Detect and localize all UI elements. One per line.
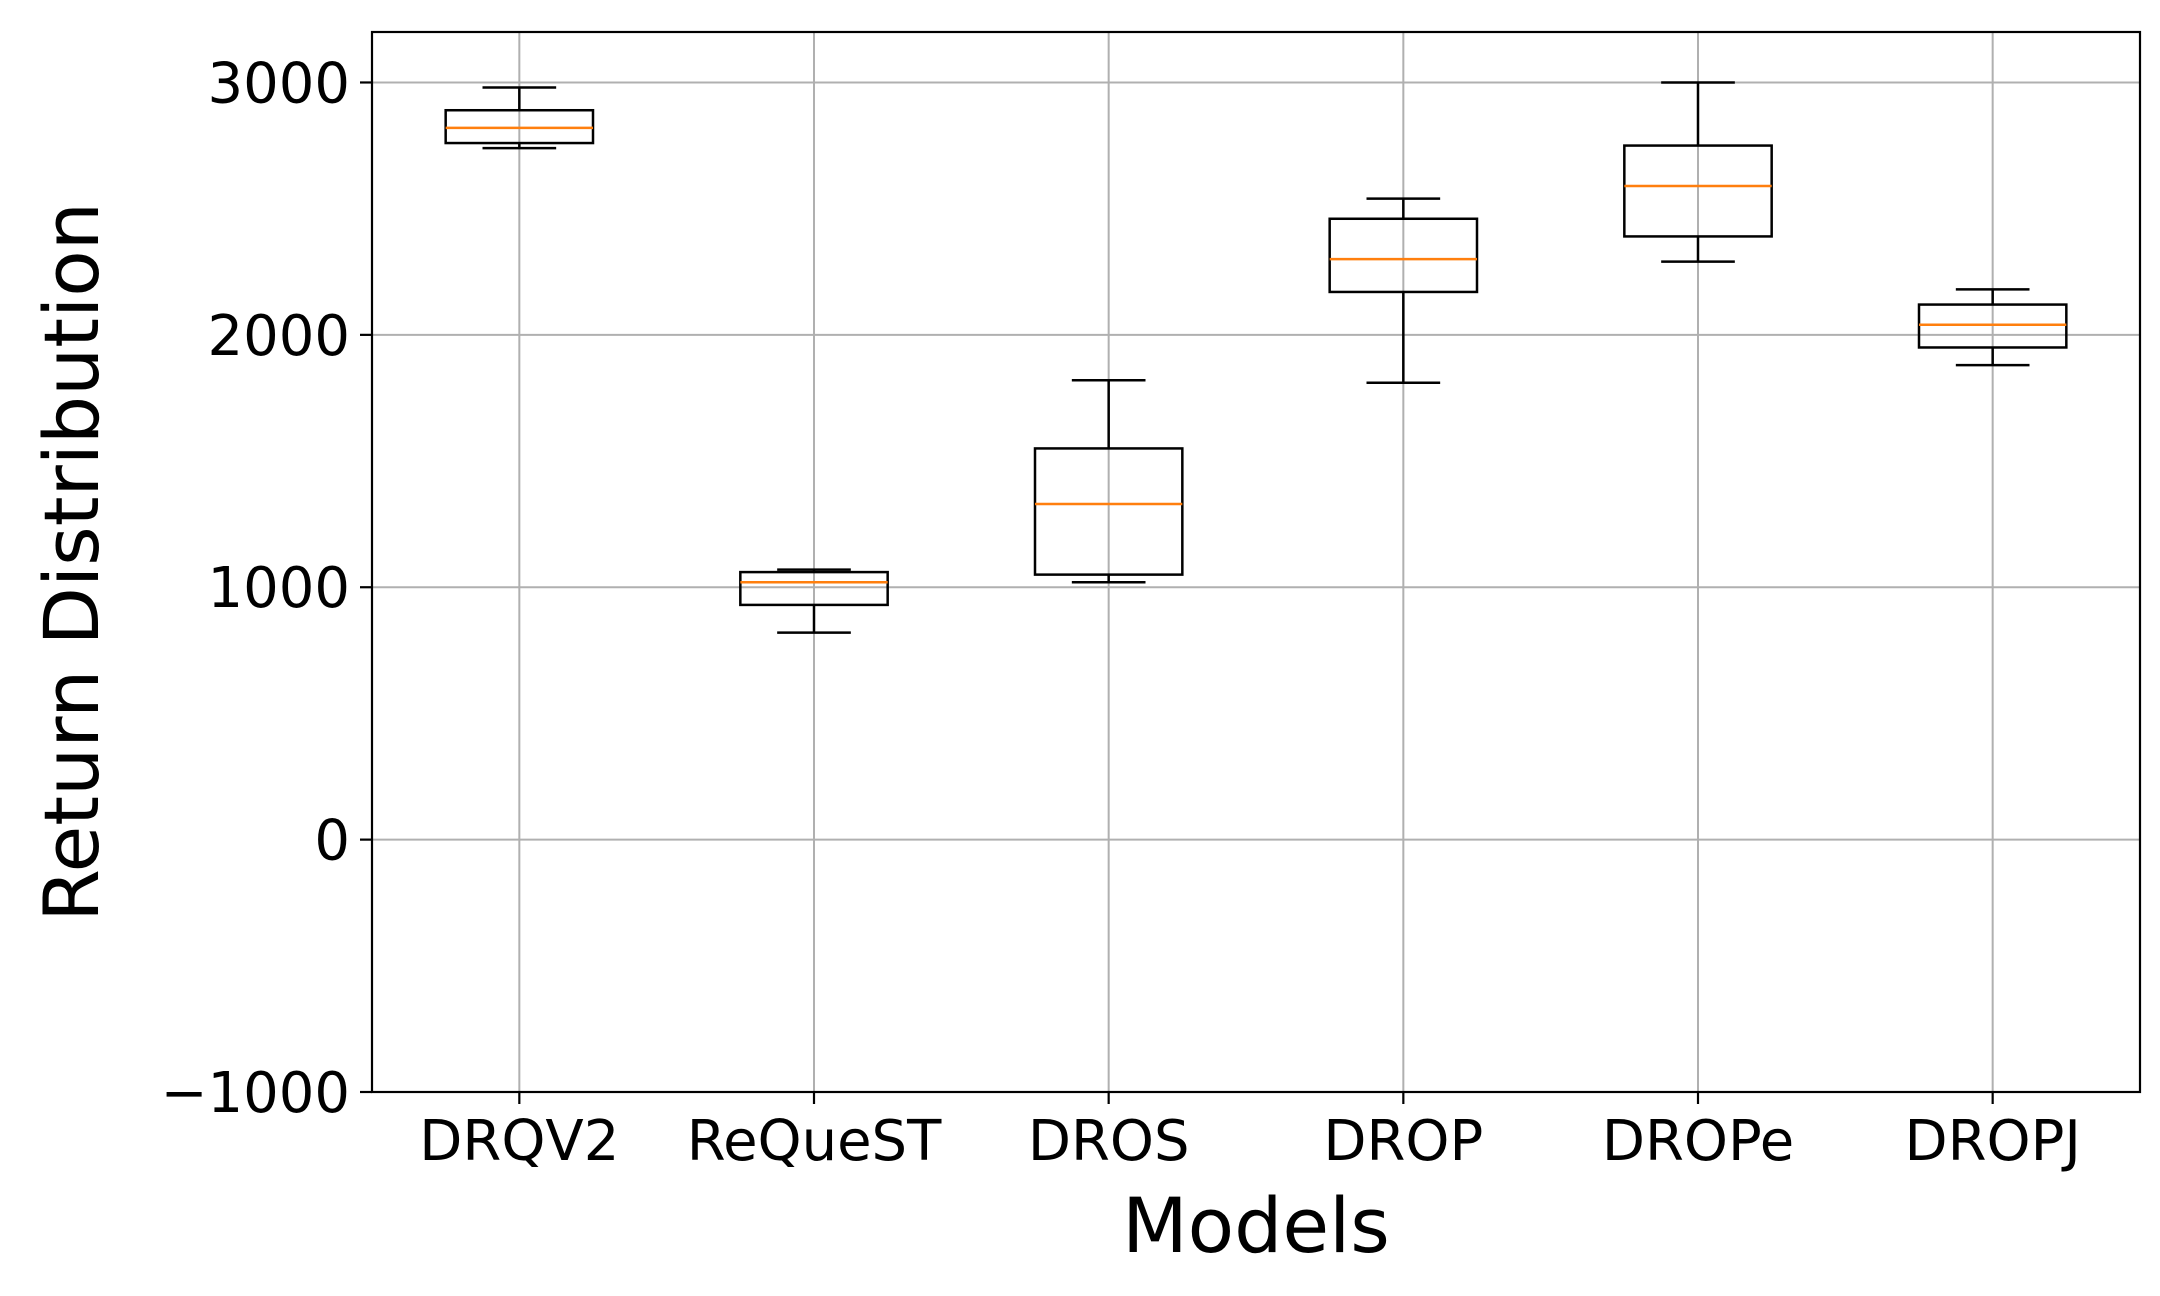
- x-tick-label: DROP: [1323, 1109, 1483, 1174]
- x-tick-label: DROS: [1028, 1109, 1190, 1174]
- box-drop: [1328, 197, 1479, 385]
- y-tick-label: 2000: [207, 304, 350, 369]
- box-dropj: [1917, 288, 2068, 367]
- x-tick-label: DRQV2: [419, 1109, 619, 1174]
- iqr-box: [1033, 447, 1184, 576]
- box-dros: [1033, 379, 1184, 584]
- box-request: [739, 568, 889, 634]
- x-axis-label: Models: [1122, 1181, 1390, 1270]
- box-series: [444, 81, 2068, 634]
- iqr-box: [444, 108, 595, 145]
- iqr-box: [1328, 217, 1479, 294]
- box-drope: [1623, 81, 1773, 263]
- x-tick-label: DROPJ: [1904, 1109, 2080, 1174]
- y-tick-label: −1000: [161, 1061, 350, 1126]
- y-axis-label: Return Distribution: [27, 202, 116, 922]
- x-axis-ticks: DRQV2 ReQueST DROS DROP DROPe DROPJ: [419, 1092, 2081, 1174]
- y-tick-label: 1000: [207, 556, 350, 621]
- iqr-box: [1623, 144, 1773, 238]
- y-tick-label: 3000: [207, 51, 350, 116]
- y-axis-ticks: −1000 0 1000 2000 3000: [161, 51, 372, 1126]
- x-tick-label: DROPe: [1602, 1109, 1794, 1174]
- y-tick-label: 0: [314, 809, 350, 874]
- x-tick-label: ReQueST: [687, 1109, 942, 1174]
- iqr-box: [739, 570, 889, 607]
- iqr-box: [1917, 303, 2068, 349]
- box-drqv2: [444, 86, 595, 150]
- axes-frame: [370, 30, 2142, 1094]
